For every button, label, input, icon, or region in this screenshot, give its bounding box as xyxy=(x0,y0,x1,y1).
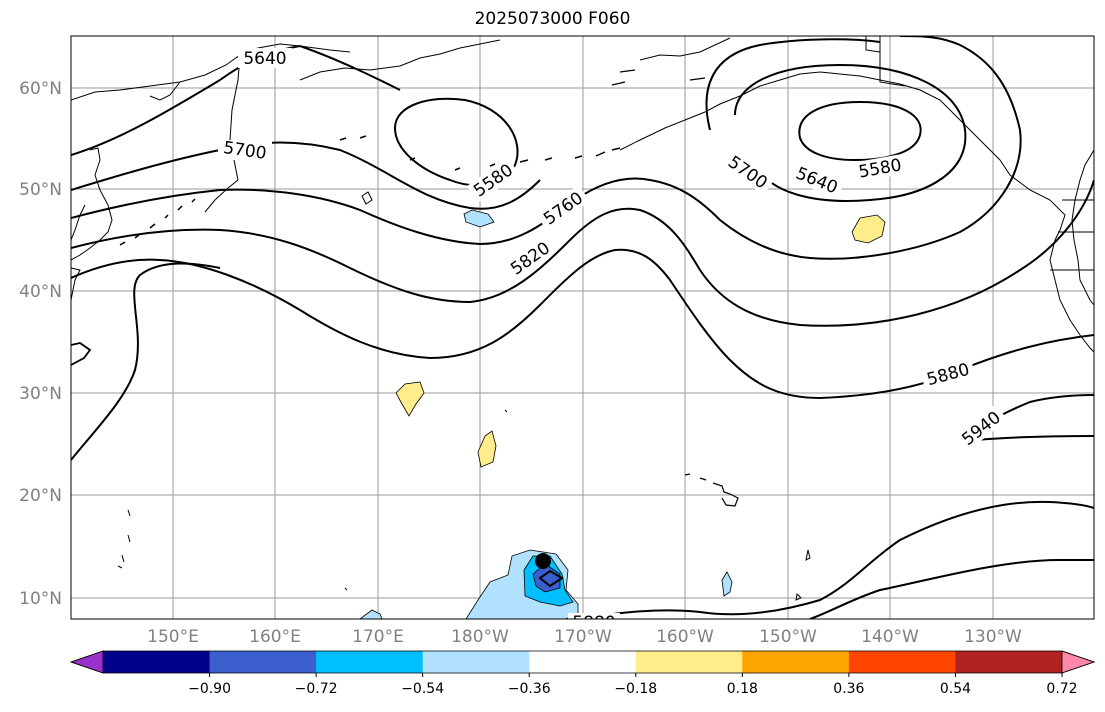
contour-label-5880-e: 5880 xyxy=(925,360,972,391)
lon-label-130w: 130°W xyxy=(964,627,1022,647)
lon-label-150e: 150°E xyxy=(147,627,199,647)
lon-label-180w: 180°W xyxy=(451,627,509,647)
colorbar: −0.90 −0.72 −0.54 −0.36 −0.18 0.18 0.36 0.54 0.7… xyxy=(69,650,1096,697)
lat-label-30n: 30°N xyxy=(19,384,62,404)
longitude-labels: 150°E 160°E 170°E 180°W 170°W 160°W 150°… xyxy=(147,627,1022,647)
contour-5580-w xyxy=(393,97,519,186)
blue-area-aleutian xyxy=(463,209,495,228)
colorbar-swatch xyxy=(422,651,530,673)
colorbar-tick-label: −0.72 xyxy=(295,681,338,697)
contour-5880-west-loop xyxy=(71,262,221,461)
height-contours xyxy=(71,36,1094,619)
colorbar-swatch xyxy=(103,651,211,673)
contour-south-5880-b xyxy=(809,559,1094,619)
contour-5640-wloop xyxy=(299,45,401,91)
colorbar-swatch xyxy=(635,651,743,673)
colorbar-swatch xyxy=(848,651,956,673)
colorbar-tick-label: 0.54 xyxy=(940,681,971,697)
colorbar-outline xyxy=(69,650,1096,674)
lat-label-10n: 10°N xyxy=(19,589,62,609)
contour-5700-e xyxy=(705,38,881,131)
colorbar-tick-label: −0.36 xyxy=(508,681,551,697)
colorbar-tick-label: −0.90 xyxy=(188,681,231,697)
colorbar-tick-label: −0.18 xyxy=(614,681,657,697)
shaded-areas xyxy=(359,209,886,619)
contour-small-diamond xyxy=(538,569,564,588)
lon-label-140w: 140°W xyxy=(861,627,919,647)
map-panel xyxy=(71,36,1094,619)
yellow-area-central-pacific xyxy=(477,430,497,468)
lon-label-150w: 150°W xyxy=(759,627,817,647)
contour-5940-b xyxy=(974,435,1094,441)
colorbar-extend-high xyxy=(1061,650,1096,674)
lat-label-40n: 40°N xyxy=(19,282,62,302)
contour-5880 xyxy=(71,248,1094,400)
contour-south-5880 xyxy=(579,500,1094,619)
map-title: 2025073000 F060 xyxy=(474,9,631,29)
contour-label-5640-w: 5640 xyxy=(243,49,286,69)
contour-5580-e xyxy=(798,100,922,162)
contour-5760 xyxy=(71,36,1022,260)
colorbar-tick-label: −0.54 xyxy=(401,681,444,697)
lat-label-60n: 60°N xyxy=(19,79,62,99)
colorbar-tick-label: 0.18 xyxy=(727,681,758,697)
contour-5700-w xyxy=(71,141,541,210)
colorbar-swatch xyxy=(955,651,1063,673)
map-border xyxy=(70,35,1095,620)
contour-labels: 5640 5700 5580 5760 5820 5700 5640 5580 … xyxy=(218,48,1008,633)
blue-area-west-edge xyxy=(359,609,383,619)
contour-5640-e xyxy=(734,63,967,202)
latitude-labels: 60°N 50°N 40°N 30°N 20°N 10°N xyxy=(19,79,62,609)
colorbar-swatch xyxy=(529,651,637,673)
colorbar-tick-label: 0.36 xyxy=(833,681,864,697)
contour-5820 xyxy=(71,179,1094,327)
colorbar-tick-label: 0.72 xyxy=(1046,681,1077,697)
lat-label-50n: 50°N xyxy=(19,180,62,200)
blue-area-east-small xyxy=(721,571,733,597)
coastlines xyxy=(71,36,1094,601)
lon-label-160e: 160°E xyxy=(249,627,301,647)
contour-label-5640-e: 5640 xyxy=(793,164,841,199)
lat-label-20n: 20°N xyxy=(19,486,62,506)
yellow-area-gulf-alaska xyxy=(851,214,886,244)
colorbar-swatch xyxy=(209,651,317,673)
storm-center-marker xyxy=(535,553,551,569)
colorbar-swatch xyxy=(316,651,424,673)
lon-label-160w: 160°W xyxy=(656,627,714,647)
lon-label-170w: 170°W xyxy=(554,627,612,647)
yellow-area-west-pacific xyxy=(395,381,425,417)
colorbar-swatch xyxy=(742,651,850,673)
colorbar-extend-low xyxy=(69,650,104,674)
lon-label-170e: 170°E xyxy=(352,627,404,647)
graticule xyxy=(71,36,1094,619)
contour-label-5880-s: 5880 xyxy=(572,613,615,633)
